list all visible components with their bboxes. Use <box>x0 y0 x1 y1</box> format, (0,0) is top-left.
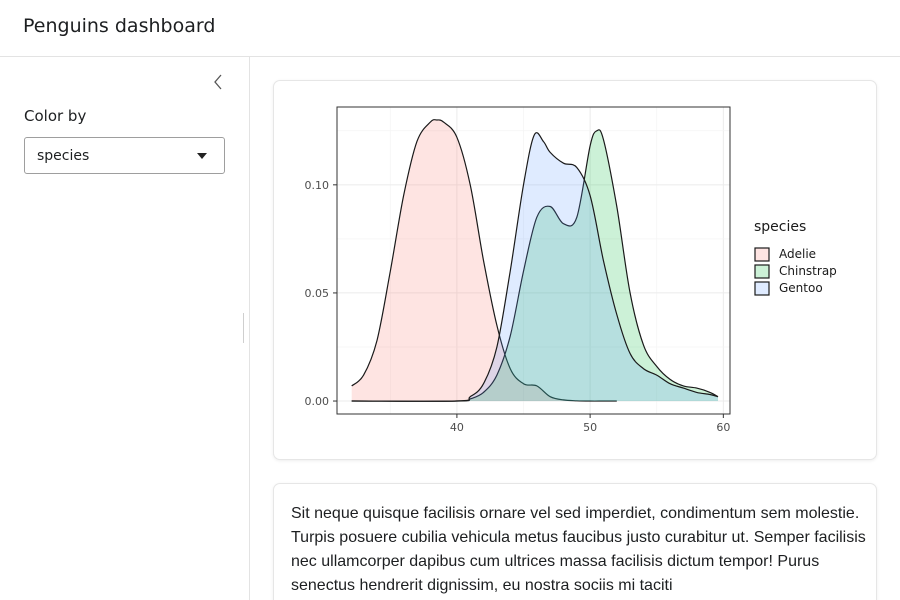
y-tick-label: 0.05 <box>305 287 330 300</box>
text-card: Sit neque quisque facilisis ornare vel s… <box>273 483 877 600</box>
legend-label-gentoo: Gentoo <box>779 281 823 295</box>
legend-key-gentoo <box>754 281 770 296</box>
x-tick-label: 60 <box>716 421 730 434</box>
density-area-gentoo <box>351 132 718 402</box>
density-line-gentoo <box>351 132 719 402</box>
body-paragraph: Sit neque quisque facilisis ornare vel s… <box>291 505 866 594</box>
legend-key-chinstrap <box>754 264 770 279</box>
x-tick-label: 50 <box>583 421 597 434</box>
density-area-adelie <box>351 119 617 402</box>
sidebar: Color by species <box>0 57 250 600</box>
legend-key-background <box>754 281 770 296</box>
y-tick-label: 0.00 <box>305 395 330 408</box>
plot-border <box>336 106 731 415</box>
plot-card: 40 50 60 0.00 0.05 0.10 species Adelie Chinstrap… <box>273 80 877 460</box>
sidebar-resize-handle[interactable] <box>243 313 244 343</box>
caret-down-icon <box>197 153 207 159</box>
chevron-left-icon <box>214 74 222 90</box>
density-plot: 40 50 60 0.00 0.05 0.10 species Adelie Chinstrap… <box>305 106 837 434</box>
color-by-label: Color by <box>24 107 87 125</box>
density-line-adelie <box>351 119 617 402</box>
legend-key-background <box>754 264 770 279</box>
density-area-chinstrap <box>351 129 718 402</box>
legend-title: species <box>754 219 806 235</box>
density-line-chinstrap <box>351 129 719 402</box>
color-by-select[interactable]: species <box>24 137 225 174</box>
app-title: Penguins dashboard <box>23 15 216 37</box>
y-tick-label: 0.10 <box>305 179 330 192</box>
legend-key-adelie <box>754 247 770 262</box>
sidebar-collapse-button[interactable] <box>208 71 228 93</box>
x-tick-label: 40 <box>450 421 464 434</box>
legend-label-chinstrap: Chinstrap <box>779 264 837 278</box>
color-by-select-value: species <box>37 148 90 164</box>
legend-key-background <box>754 247 770 262</box>
plot-panel <box>337 107 730 414</box>
top-navbar: Penguins dashboard <box>0 0 900 57</box>
legend-label-adelie: Adelie <box>779 247 816 261</box>
